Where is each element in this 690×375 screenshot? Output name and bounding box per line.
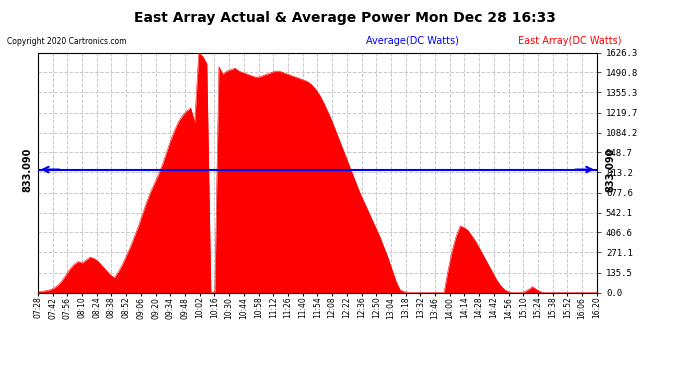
- Text: East Array(DC Watts): East Array(DC Watts): [518, 36, 621, 46]
- Text: 833.090: 833.090: [605, 147, 615, 192]
- Text: Average(DC Watts): Average(DC Watts): [366, 36, 459, 46]
- Text: 833.090: 833.090: [22, 147, 32, 192]
- Text: East Array Actual & Average Power Mon Dec 28 16:33: East Array Actual & Average Power Mon De…: [134, 11, 556, 25]
- Text: Copyright 2020 Cartronics.com: Copyright 2020 Cartronics.com: [7, 38, 126, 46]
